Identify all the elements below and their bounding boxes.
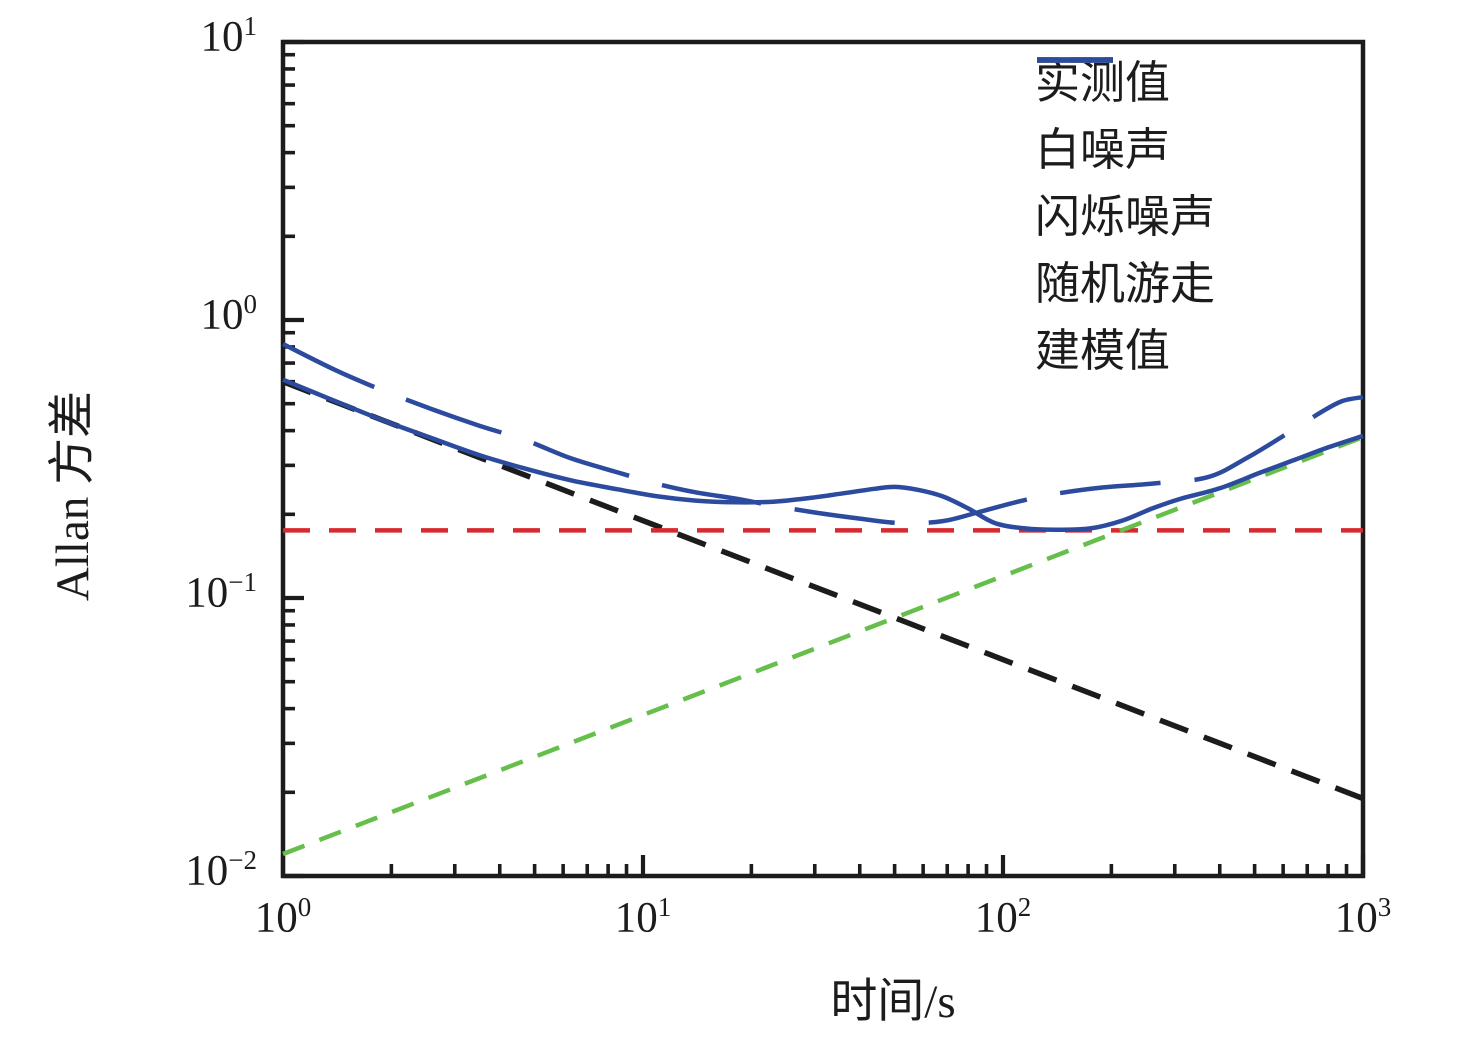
legend-swatch-modeled-line — [1037, 57, 1113, 63]
legend-label: 白噪声 — [1035, 125, 1171, 175]
y-tick-label: 10−1 — [185, 567, 257, 617]
legend-item-modeled: 建模值 — [1035, 57, 1215, 388]
y-tick-label: 100 — [200, 289, 258, 339]
legend-label: 实测值 — [1035, 58, 1171, 108]
legend-label: 闪烁噪声 — [1035, 192, 1216, 242]
x-tick-label: 101 — [614, 892, 672, 942]
y-tick-label: 101 — [200, 11, 258, 61]
x-tick-label: 103 — [1334, 892, 1392, 942]
x-tick-label: 100 — [254, 892, 312, 942]
y-axis-title: Allan 方差 — [47, 390, 99, 602]
plot-frame — [280, 39, 1366, 879]
legend-item-flicker-noise: 闪烁噪声 — [1035, 57, 1216, 254]
legend-item-random-walk: 随机游走 — [1035, 57, 1216, 321]
legend-label: 建模值 — [1035, 326, 1171, 376]
series-modeled-line — [281, 341, 1364, 526]
series-random-walk-line — [282, 435, 1364, 857]
y-tick-label: 10−2 — [185, 845, 257, 895]
series-measured-line — [282, 377, 1364, 532]
legend-item-white-noise: 白噪声 — [1035, 57, 1215, 187]
x-axis-title: 时间/s — [830, 976, 956, 1028]
x-tick-label: 102 — [974, 892, 1032, 942]
legend-label: 随机游走 — [1035, 259, 1216, 309]
legend: 实测值白噪声闪烁噪声随机游走建模值 — [1035, 53, 1215, 388]
